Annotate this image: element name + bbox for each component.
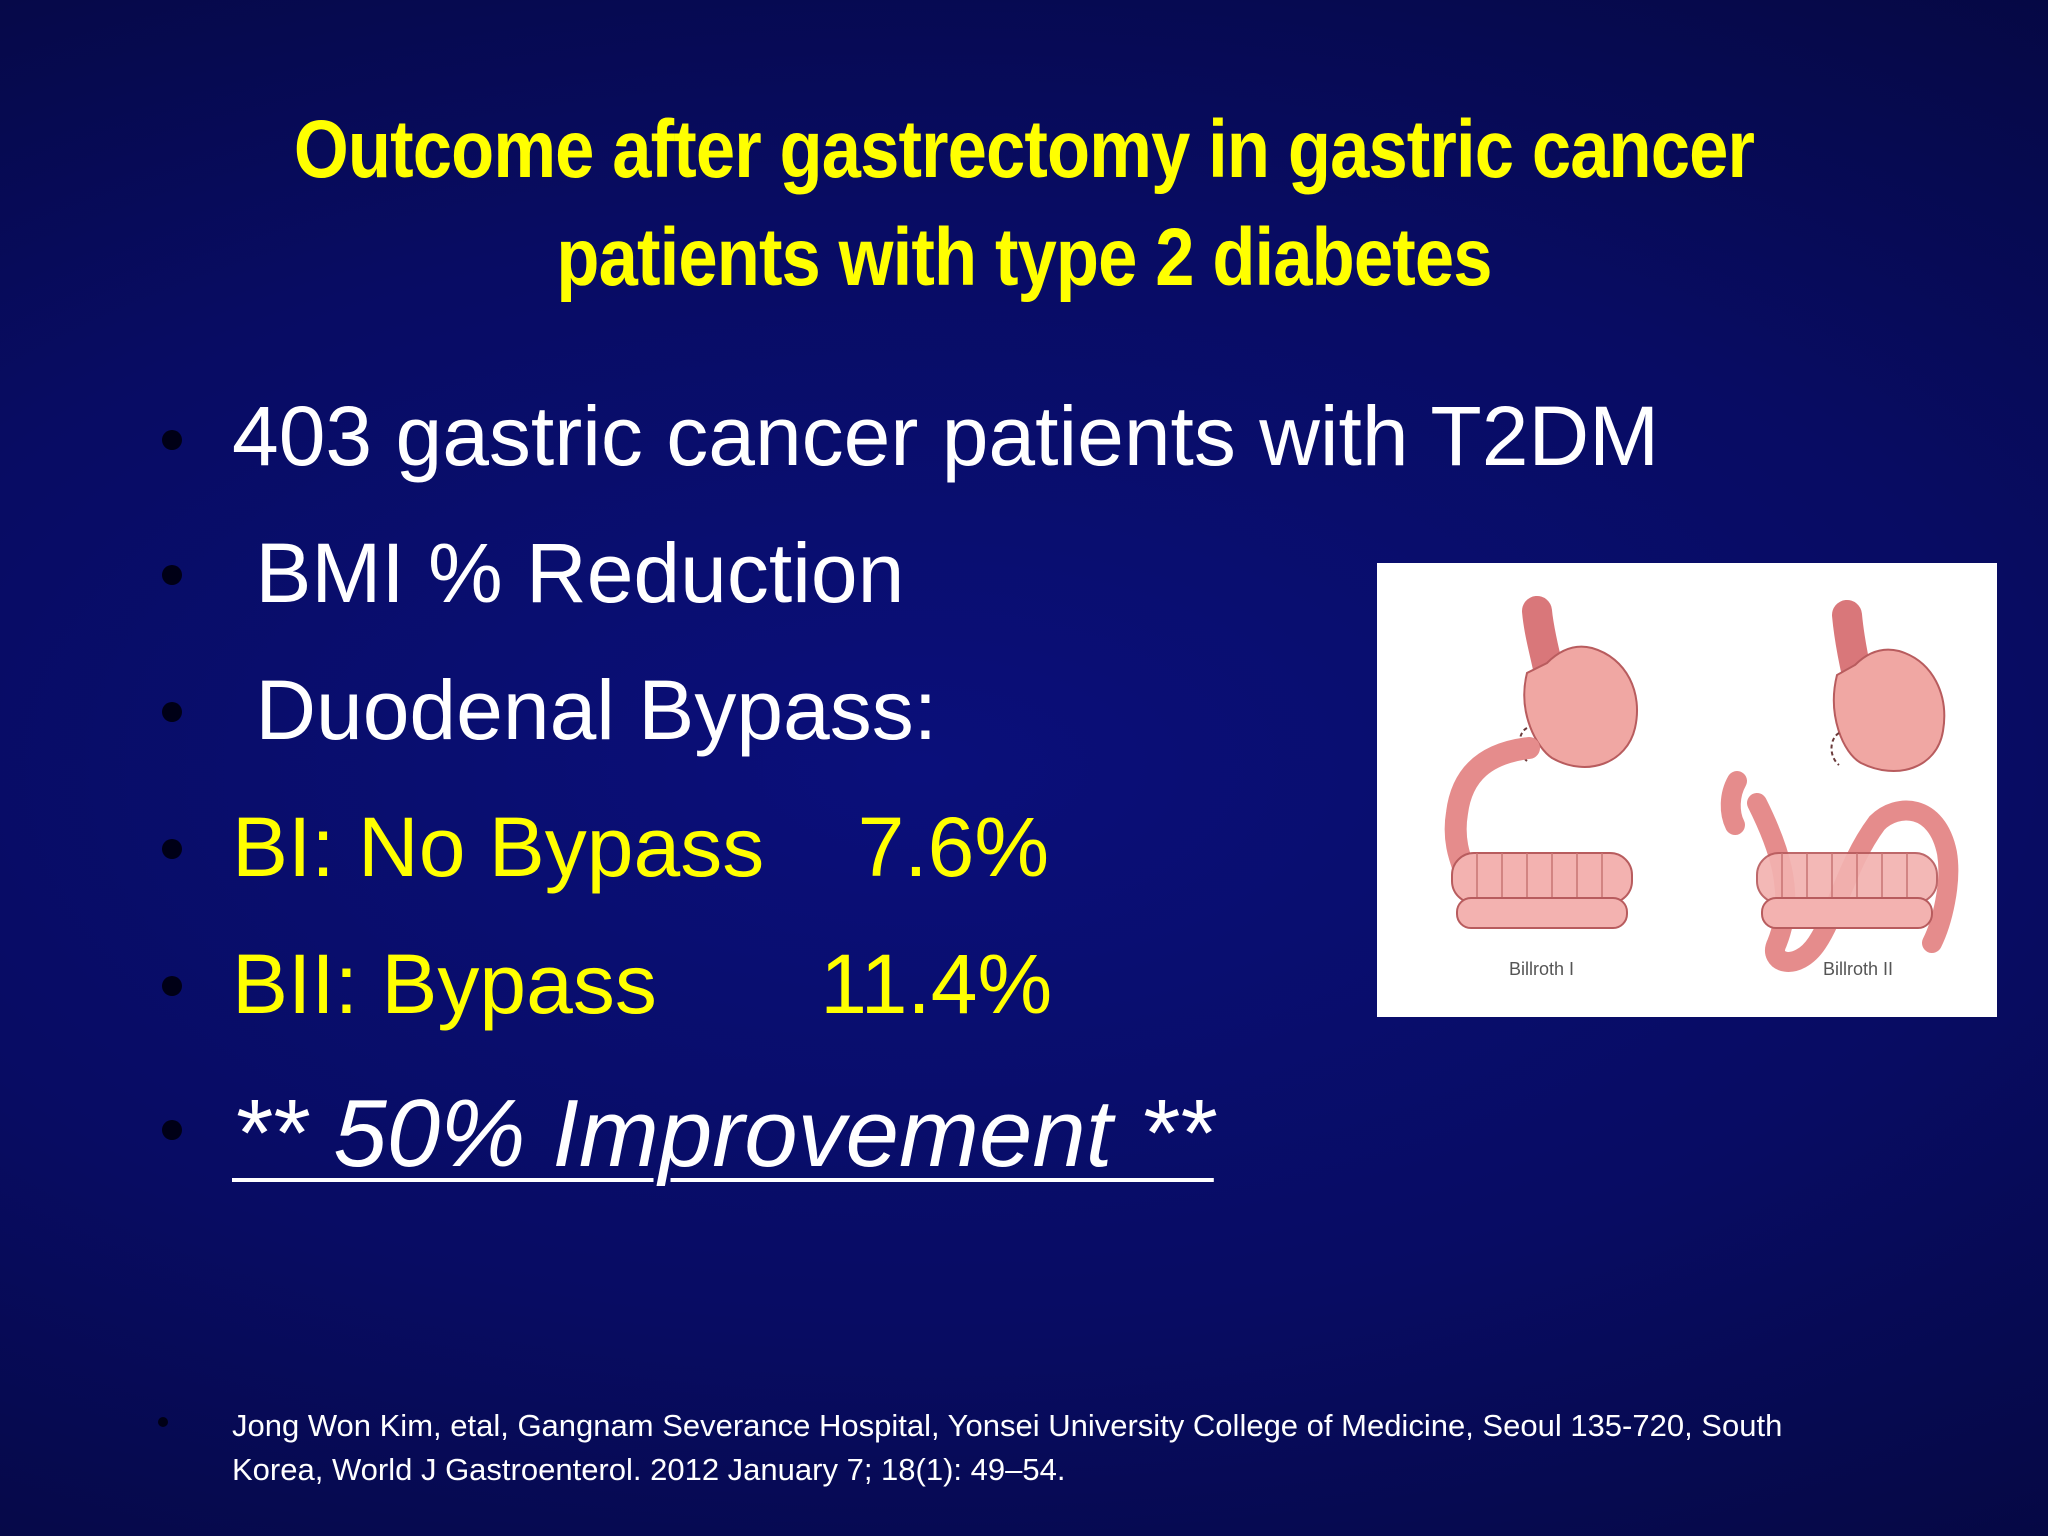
billroth-1-drawing [1444,596,1639,929]
bullet-dot [162,1120,182,1140]
title-line-2: patients with type 2 diabetes [556,212,1492,303]
reference-citation: Jong Won Kim, etal, Gangnam Severance Ho… [232,1408,1783,1487]
bullet-dot [162,565,182,585]
bullet-text-bmi: BMI % Reduction [232,526,905,620]
bullet-text-billroth-1: BI: No Bypass 7.6% [232,800,1050,894]
bullet-dot [162,430,182,450]
bullet-dot [162,702,182,722]
title-line-1: Outcome after gastrectomy in gastric can… [293,104,1755,195]
bullet-dot [162,976,182,996]
slide-title: Outcome after gastrectomy in gastric can… [143,96,1904,312]
billroth-1-label: Billroth I [1509,959,1575,979]
bullet-item: Duodenal Bypass: [0,642,1340,782]
bullet-text-billroth-2: BII: Bypass 11.4% [232,937,1053,1031]
billroth-illustration [1444,596,1959,972]
bullet-dot [162,839,182,859]
billroth-figure: Billroth I Billroth II [1377,563,1997,1017]
bullet-text-patients: 403 gastric cancer patients with T2DM [232,389,1660,483]
bullet-item: ** 50% Improvement ** [0,1060,1400,1200]
billroth-2-drawing [1720,600,1959,972]
bullet-text-improvement: ** 50% Improvement ** [232,1080,1214,1187]
bullet-text-duodenal: Duodenal Bypass: [232,663,938,757]
bullet-item: BMI % Reduction [0,505,1340,645]
bullet-item: BI: No Bypass 7.6% [0,779,1340,919]
billroth-2-label: Billroth II [1823,959,1894,979]
bullet-item: 403 gastric cancer patients with T2DM [0,368,1659,508]
reference-bullet-dot [158,1417,168,1427]
bullet-item: BII: Bypass 11.4% [0,916,1340,1056]
